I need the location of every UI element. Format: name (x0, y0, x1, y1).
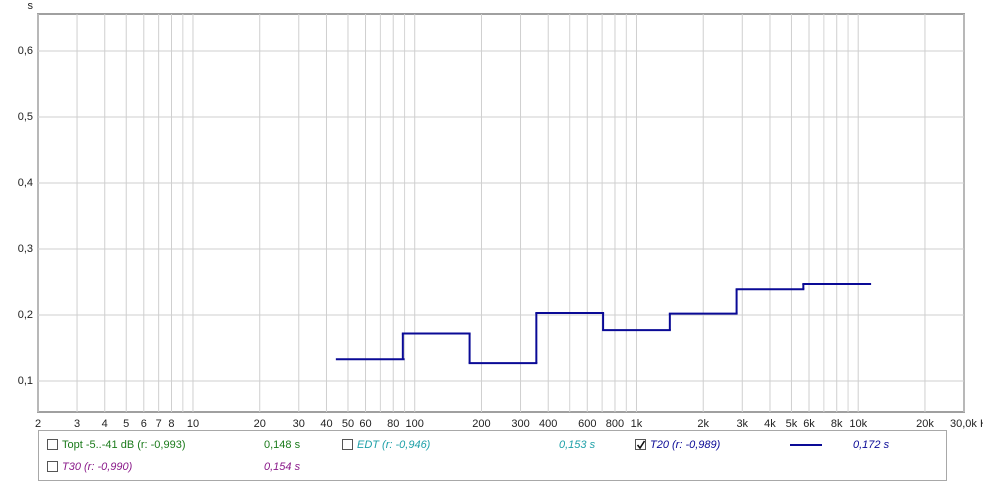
x-tick-label: 60 (359, 418, 371, 430)
x-tick-label: 5k (786, 418, 798, 430)
x-tick-label: 6k (803, 418, 815, 430)
x-tick-label: 3 (74, 418, 80, 430)
x-tick-label: 400 (539, 418, 557, 430)
legend-label: EDT (r: -0,946) (357, 439, 431, 451)
x-tick-label: 8k (831, 418, 843, 430)
legend-result: 0,172 s (853, 439, 890, 451)
x-tick-label: 20k (916, 418, 934, 430)
legend-result: 0,154 s (264, 461, 301, 473)
legend-result: 0,148 s (264, 439, 301, 451)
y-tick-label: 0,2 (18, 309, 33, 321)
x-tick-label: 1k (631, 418, 643, 430)
x-tick-label: 4k (764, 418, 776, 430)
y-tick-label: 0,4 (18, 177, 33, 189)
x-tick-label: 6 (141, 418, 147, 430)
legend-checkbox[interactable] (635, 439, 646, 450)
legend-label: T30 (r: -0,990) (62, 461, 133, 473)
legend-checkbox[interactable] (47, 439, 58, 450)
y-tick-label: 0,1 (18, 375, 33, 387)
y-tick-label: 0,3 (18, 243, 33, 255)
x-tick-label: 30 (293, 418, 305, 430)
x-tick-label: 4 (102, 418, 108, 430)
x-tick-label: 10 (187, 418, 199, 430)
x-tick-label: 7 (156, 418, 162, 430)
x-tick-label: 40 (320, 418, 332, 430)
x-tick-label: 30,0k Hz (950, 418, 983, 430)
x-tick-label: 800 (606, 418, 624, 430)
legend-checkbox[interactable] (47, 461, 58, 472)
legend-box (38, 430, 947, 481)
x-tick-label: 2 (35, 418, 41, 430)
y-unit: s (28, 0, 34, 12)
x-tick-label: 300 (511, 418, 529, 430)
x-tick-label: 3k (736, 418, 748, 430)
x-tick-label: 200 (472, 418, 490, 430)
x-tick-label: 50 (342, 418, 354, 430)
legend-label: Topt -5..-41 dB (r: -0,993) (62, 439, 186, 451)
x-tick-label: 80 (387, 418, 399, 430)
x-tick-label: 8 (168, 418, 174, 430)
y-tick-label: 0,6 (18, 45, 33, 57)
x-tick-label: 10k (849, 418, 867, 430)
x-tick-label: 600 (578, 418, 596, 430)
legend-checkbox[interactable] (342, 439, 353, 450)
legend-result: 0,153 s (559, 439, 596, 451)
y-tick-label: 0,5 (18, 111, 33, 123)
legend-label: T20 (r: -0,989) (650, 439, 721, 451)
x-tick-label: 5 (123, 418, 129, 430)
plot-frame (37, 13, 965, 413)
checkmark (636, 440, 646, 450)
x-tick-label: 2k (697, 418, 709, 430)
x-tick-label: 20 (254, 418, 266, 430)
x-tick-label: 100 (406, 418, 424, 430)
